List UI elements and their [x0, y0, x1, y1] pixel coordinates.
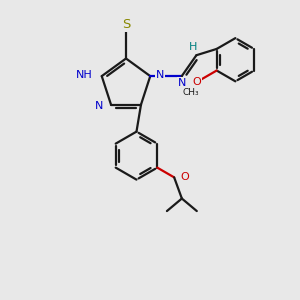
Text: H: H — [189, 42, 198, 52]
Text: NH: NH — [76, 70, 93, 80]
Text: N: N — [156, 70, 164, 80]
Text: O: O — [192, 77, 201, 87]
Text: S: S — [122, 18, 130, 32]
Text: O: O — [180, 172, 189, 182]
Text: N: N — [178, 78, 186, 88]
Text: CH₃: CH₃ — [182, 88, 199, 98]
Text: N: N — [95, 101, 103, 111]
